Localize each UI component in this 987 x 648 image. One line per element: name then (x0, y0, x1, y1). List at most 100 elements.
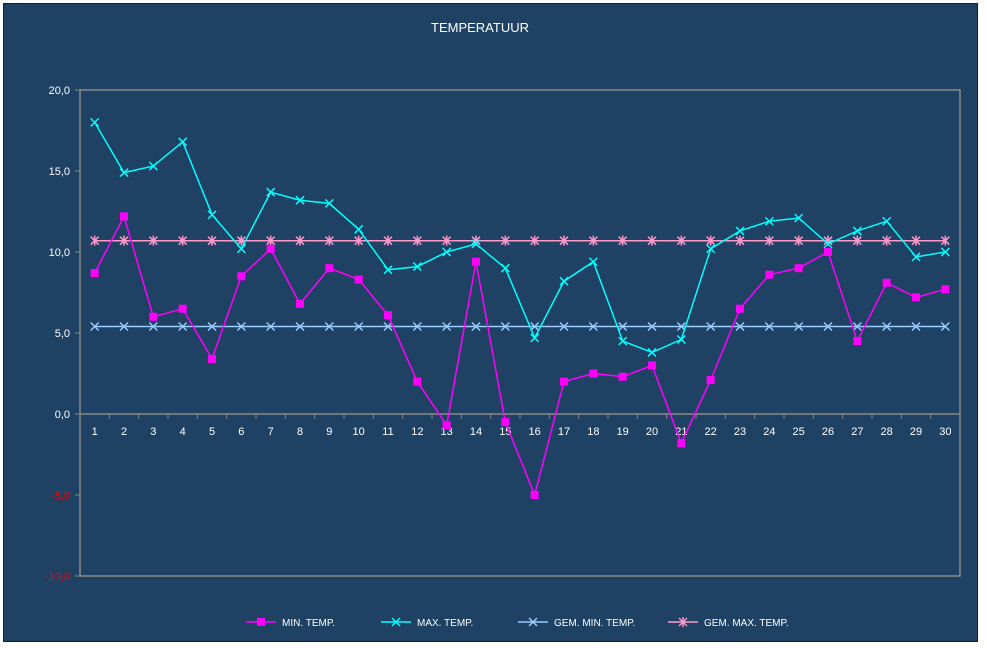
x-tick-label: 11 (382, 426, 393, 438)
y-tick-label: -5,0 (51, 490, 70, 502)
data-point (618, 235, 628, 246)
data-point (560, 377, 568, 386)
x-tick-label: 12 (411, 426, 423, 438)
data-point (677, 439, 686, 448)
data-point (706, 375, 715, 384)
data-point (852, 321, 862, 332)
data-point (823, 239, 833, 249)
data-point (383, 235, 393, 246)
data-point (647, 347, 657, 357)
data-point (648, 361, 656, 370)
y-tick-label: -10,0 (45, 571, 70, 583)
legend-item: MIN. TEMP. (246, 618, 335, 629)
data-point (853, 337, 862, 346)
x-tick-label: 20 (646, 426, 658, 438)
legend-marker (528, 617, 538, 627)
x-tick-label: 5 (209, 426, 215, 438)
legend-item: MAX. TEMP. (381, 617, 473, 629)
data-point (500, 263, 510, 273)
data-point (90, 269, 99, 278)
data-point (266, 235, 276, 246)
x-tick-label: 8 (297, 426, 303, 438)
data-point (354, 321, 364, 332)
data-point (119, 235, 129, 246)
data-point (559, 321, 569, 332)
data-point (735, 226, 745, 236)
data-point (706, 235, 716, 246)
data-point (912, 293, 920, 302)
data-point (207, 235, 217, 246)
data-point (940, 321, 950, 332)
x-tick-label: 1 (92, 426, 98, 438)
data-point (178, 235, 188, 246)
data-point (178, 321, 188, 332)
x-tick-label: 18 (587, 426, 599, 438)
x-tick-label: 10 (353, 426, 365, 438)
data-point (794, 213, 804, 223)
x-tick-label: 7 (268, 426, 274, 438)
data-point (765, 270, 774, 279)
data-point (148, 235, 158, 246)
legend-marker (257, 618, 265, 626)
data-point (706, 244, 716, 254)
chart-title: TEMPERATUUR (431, 20, 529, 35)
data-point (589, 369, 598, 378)
data-point (823, 321, 833, 332)
data-point (882, 235, 892, 246)
chart-area: TEMPERATUUR 20,0 15,0 10,0 5,0 0,0 -5,0 -10,0 … (3, 3, 978, 642)
data-point (295, 321, 305, 332)
data-point (588, 235, 598, 246)
data-point (647, 321, 657, 332)
data-point (736, 304, 744, 313)
x-tick-label: 6 (238, 426, 244, 438)
data-point (852, 226, 862, 236)
x-tick-label: 29 (910, 426, 922, 438)
data-point (442, 247, 452, 257)
y-tick-label: 0,0 (55, 409, 70, 421)
legend-label: GEM. MIN. TEMP. (554, 618, 635, 629)
series-layer (90, 117, 950, 499)
x-tick-label: 17 (558, 426, 570, 438)
data-point (471, 321, 481, 332)
y-axis: 20,0 15,0 10,0 5,0 0,0 -5,0 -10,0 (45, 85, 80, 583)
data-point (471, 239, 481, 249)
data-point (941, 285, 950, 294)
y-tick-label: 20,0 (49, 85, 70, 97)
data-point (237, 272, 246, 281)
data-point (266, 244, 275, 253)
data-point (412, 262, 422, 272)
data-point (472, 257, 480, 266)
data-point (354, 235, 364, 246)
series-3 (90, 321, 950, 332)
legend-item: GEM. MIN. TEMP. (518, 617, 635, 629)
data-point (735, 235, 745, 246)
data-point (852, 235, 862, 246)
x-tick-label: 4 (180, 426, 186, 438)
data-point (295, 195, 305, 205)
data-point (325, 264, 334, 273)
data-point (120, 212, 128, 221)
data-point (236, 244, 246, 254)
data-point (148, 161, 158, 171)
data-point (324, 235, 334, 246)
data-point (882, 321, 892, 332)
data-point (676, 235, 686, 246)
data-point (559, 235, 569, 246)
data-point (236, 321, 246, 332)
x-tick-label: 22 (705, 426, 717, 438)
data-point (413, 377, 422, 386)
data-point (90, 321, 100, 332)
data-point (266, 321, 276, 332)
data-point (530, 491, 539, 499)
data-point (412, 235, 422, 246)
x-tick-label: 3 (150, 426, 156, 438)
plot-area (79, 89, 961, 577)
data-point (794, 321, 804, 332)
data-point (383, 265, 393, 275)
data-point (501, 418, 510, 427)
x-axis: 1 2 3 4 5 6 7 8 9 10 11 12 13 14 15 16 17 18 19 20 21 22 23 24 2… (79, 413, 961, 438)
data-point (296, 299, 304, 308)
data-point (530, 235, 540, 246)
data-point (119, 168, 129, 178)
data-point (588, 321, 598, 332)
